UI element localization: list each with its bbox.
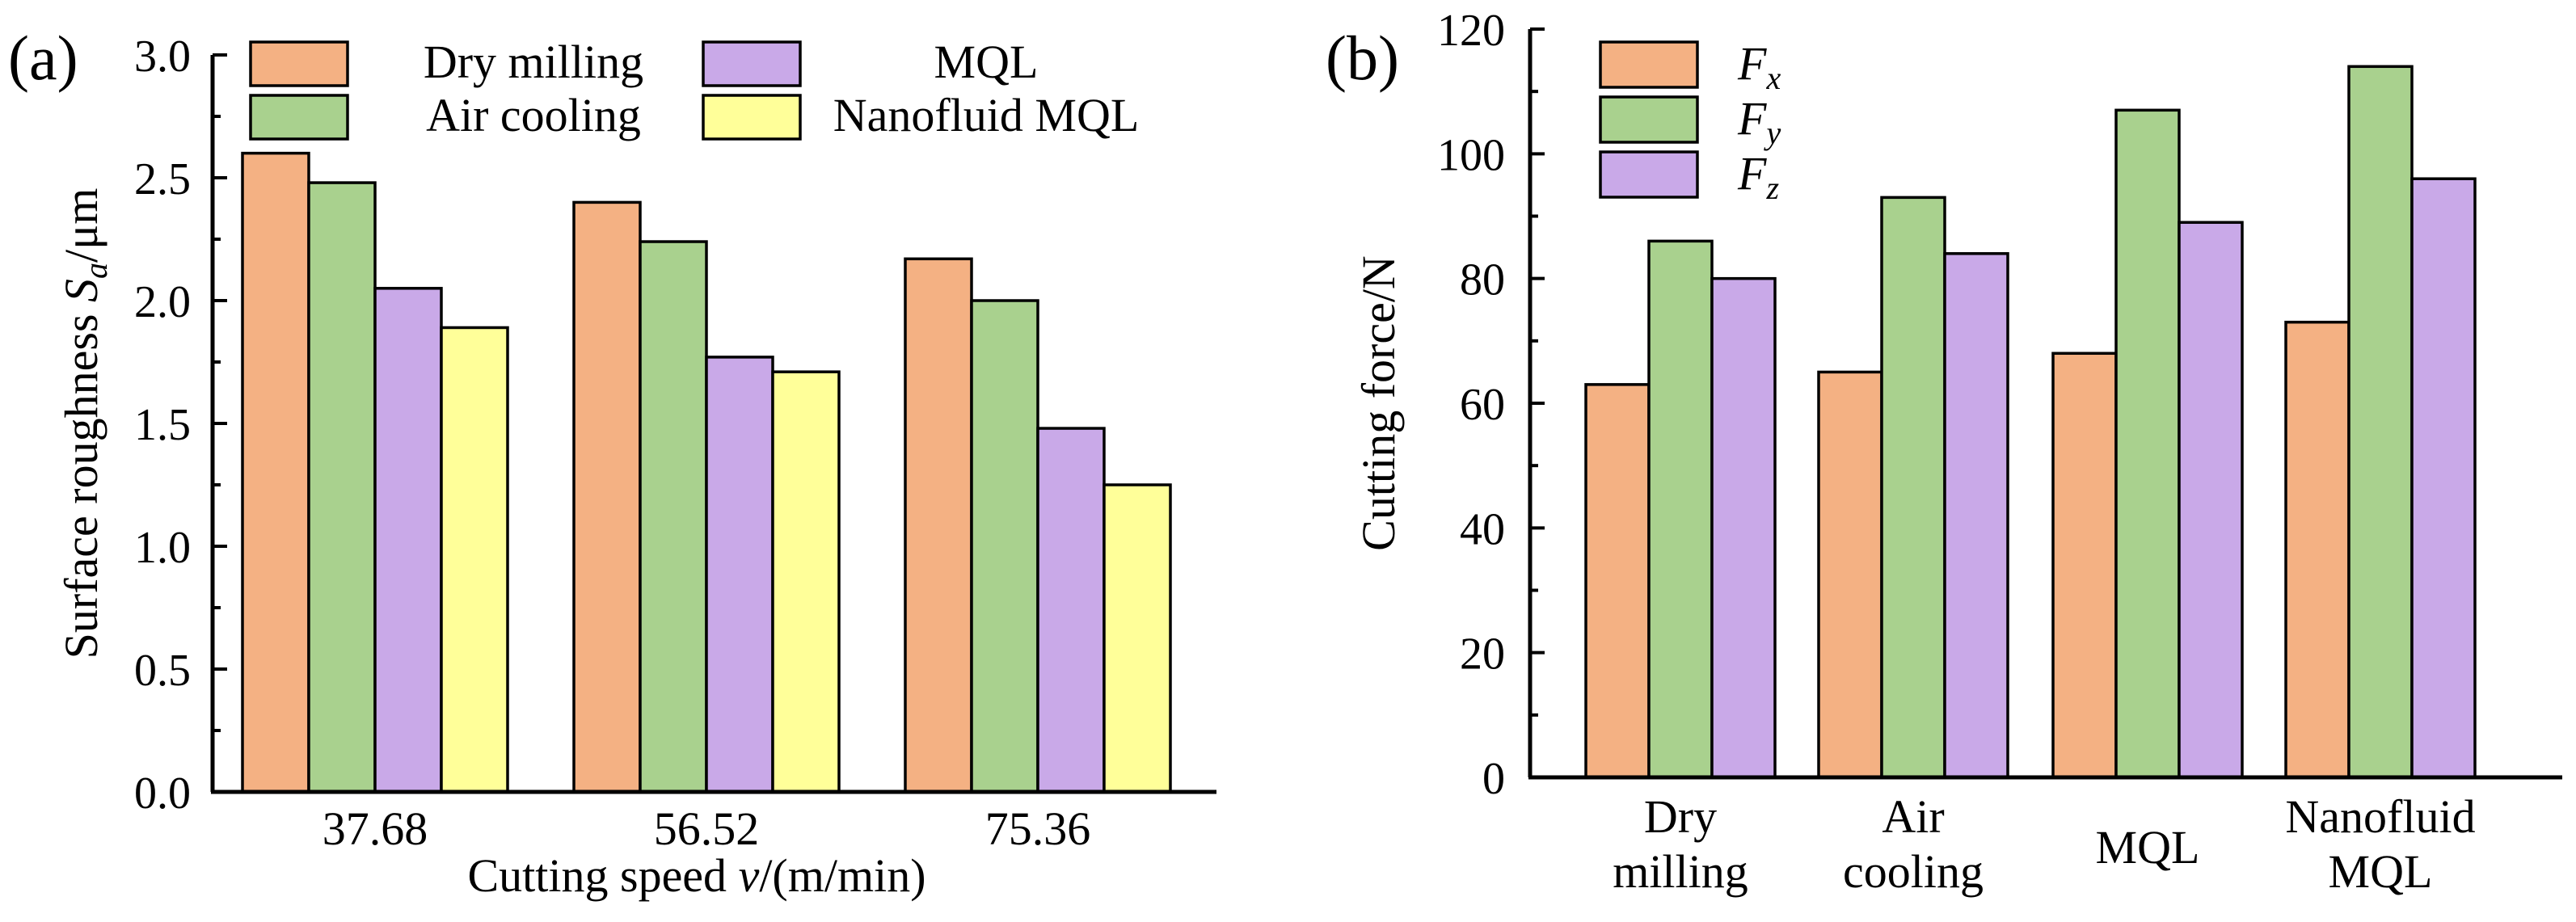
x-tick-label-b-nanofluid-mql: Nanofluid MQL — [2285, 790, 2475, 898]
panel-a: (a) 0.0 0.5 1.0 1.5 2.0 2.5 3.0 37.68 56.52 75.3… — [8, 23, 1216, 902]
bar-a-air-cooling-56.52 — [639, 240, 708, 794]
bar-a-dry-milling-37.68 — [241, 151, 310, 794]
bar-a-mql-37.68 — [373, 287, 443, 794]
y-tick-label-a-0.0: 0.0 — [134, 768, 191, 819]
x-tick-label-b-dry-milling: Dry milling — [1613, 790, 1748, 898]
panel-b-y-axis-title: Cutting force/N — [1352, 255, 1405, 551]
y-tick-label-b-100: 100 — [1437, 130, 1505, 180]
bar-a-dry-milling-56.52 — [572, 200, 642, 794]
panel-a-bars — [241, 151, 1172, 794]
panel-b-label: (b) — [1326, 23, 1399, 93]
x-tick-label-a-37.68: 37.68 — [323, 802, 428, 855]
panel-a-y-axis-title: Surface roughness Sa/μm — [55, 188, 114, 659]
panel-b-y-ticks: 0 20 40 60 80 100 120 — [1437, 6, 1545, 804]
bar-a-dry-milling-75.36 — [904, 257, 973, 794]
legend-a-swatch-mql — [702, 40, 802, 87]
x-tick-label-b-mql: MQL — [2096, 821, 2200, 874]
panel-b-x-tick-labels: Dry milling Air cooling MQL Nanofluid MQL — [1613, 790, 2475, 898]
y-tick-label-b-120: 120 — [1437, 6, 1505, 56]
legend-a-label-nanofluid-mql: Nanofluid MQL — [833, 89, 1140, 141]
bar-a-air-cooling-37.68 — [307, 181, 377, 794]
y-tick-label-b-80: 80 — [1460, 255, 1505, 305]
y-tick-label-a-2.5: 2.5 — [134, 154, 191, 204]
bar-b-fx-mql — [2051, 352, 2118, 779]
bar-a-nanofluid-mql-75.36 — [1102, 483, 1172, 794]
legend-b-label-fy: Fy — [1737, 92, 1781, 151]
x-tick-label-b-air-cooling: Air cooling — [1843, 790, 1984, 898]
bar-b-fy-mql — [2114, 108, 2181, 779]
panel-a-x-tick-labels: 37.68 56.52 75.36 — [323, 802, 1091, 855]
panel-b: (b) 0 20 40 60 80 100 120 Dry milling Air cooling… — [1326, 6, 2562, 898]
bar-b-fz-mql — [2178, 221, 2244, 779]
legend-b-swatch-fy — [1599, 95, 1699, 144]
legend-a-label-air-cooling: Air cooling — [426, 89, 641, 141]
legend-b-label-fx: Fx — [1737, 37, 1781, 96]
x-tick-label-a-75.36: 75.36 — [985, 802, 1091, 855]
panel-a-x-axis-title: Cutting speed v/(m/min) — [467, 849, 925, 902]
legend-b-label-fz: Fz — [1737, 147, 1779, 206]
y-tick-label-b-20: 20 — [1460, 629, 1505, 680]
y-tick-label-a-3.0: 3.0 — [134, 32, 191, 82]
bar-b-fx-nanofluid-mql — [2284, 320, 2350, 779]
legend-a-swatch-air-cooling — [249, 94, 349, 141]
y-tick-label-a-2.0: 2.0 — [134, 277, 191, 327]
y-tick-label-b-40: 40 — [1460, 504, 1505, 554]
legend-b-swatch-fx — [1599, 40, 1699, 89]
legend-a-swatch-dry-milling — [249, 40, 349, 87]
panel-a-y-ticks: 0.0 0.5 1.0 1.5 2.0 2.5 3.0 — [134, 32, 227, 819]
bar-a-mql-75.36 — [1036, 427, 1106, 794]
y-tick-label-a-0.5: 0.5 — [134, 646, 191, 696]
bar-b-fy-nanofluid-mql — [2347, 65, 2414, 779]
legend-a-label-mql: MQL — [934, 36, 1039, 88]
y-tick-label-b-0: 0 — [1482, 754, 1505, 804]
bar-a-nanofluid-mql-37.68 — [440, 326, 509, 794]
bar-b-fy-air-cooling — [1880, 196, 1946, 779]
legend-a-label-dry-milling: Dry milling — [424, 36, 643, 88]
bar-a-nanofluid-mql-56.52 — [771, 370, 841, 794]
bar-b-fz-dry-milling — [1710, 276, 1777, 779]
legend-a-swatch-nanofluid-mql — [702, 94, 802, 141]
bar-a-air-cooling-75.36 — [970, 299, 1039, 794]
bar-b-fz-nanofluid-mql — [2410, 177, 2477, 779]
y-tick-label-b-60: 60 — [1460, 380, 1505, 430]
bar-b-fx-dry-milling — [1584, 383, 1651, 779]
y-tick-label-a-1.5: 1.5 — [134, 400, 191, 450]
x-tick-label-a-56.52: 56.52 — [654, 802, 760, 855]
bar-b-fy-dry-milling — [1647, 239, 1714, 779]
y-tick-label-a-1.0: 1.0 — [134, 523, 191, 573]
bar-b-fz-air-cooling — [1943, 252, 2009, 779]
bar-a-mql-56.52 — [705, 356, 774, 794]
panel-b-bars — [1584, 65, 2477, 779]
panel-a-label: (a) — [8, 23, 78, 93]
legend-b-swatch-fz — [1599, 150, 1699, 199]
bar-b-fx-air-cooling — [1817, 370, 1883, 779]
